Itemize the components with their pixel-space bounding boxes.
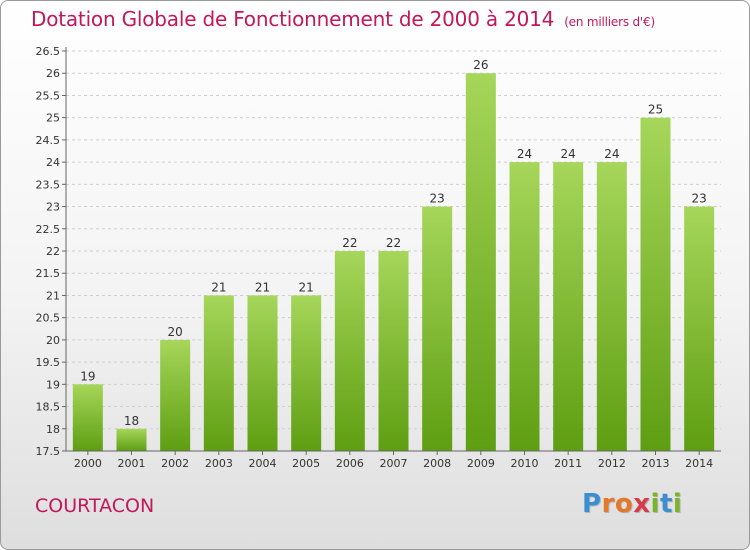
bar-2013 [640,117,671,452]
bar-value-label: 25 [648,103,663,117]
x-tick-label: 2004 [249,457,277,470]
bar-2000 [72,384,103,451]
y-tick-label: 23 [46,201,60,214]
y-tick-label: 26 [46,67,60,80]
y-tick-label: 21 [46,289,60,302]
bar-value-label: 21 [211,280,226,294]
bar-2001 [116,428,147,451]
bar-value-label: 19 [80,369,95,383]
logo-letter: x [633,489,651,519]
logo-letter: P [582,489,602,519]
x-tick-label: 2009 [467,457,495,470]
x-tick-label: 2000 [74,457,102,470]
bar-2012 [596,162,627,451]
bars [72,73,715,452]
x-tick-label: 2003 [205,457,233,470]
logo-letter: o [614,489,634,519]
logo-letter: i [672,489,683,519]
y-tick-label: 21.5 [36,267,61,280]
bar-value-label: 24 [604,147,619,161]
x-tick-label: 2007 [380,457,408,470]
y-tick-label: 18.5 [36,401,61,414]
y-tick-label: 18 [46,423,60,436]
bar-value-label: 26 [473,58,488,72]
bar-2003 [203,295,234,451]
bar-2007 [378,251,409,451]
x-tick-label: 2006 [336,457,364,470]
bar-2009 [465,73,496,451]
bar-value-label: 21 [299,280,314,294]
logo-letter: r [601,489,615,519]
bar-2004 [247,295,278,451]
bar-2011 [553,162,584,451]
bar-2005 [291,295,322,451]
x-tick-label: 2013 [642,457,670,470]
x-tick-label: 2005 [292,457,320,470]
y-tick-label: 17.5 [36,445,61,458]
y-tick-label: 19 [46,378,60,391]
chart-title-text: Dotation Globale de Fonctionnement de 20… [31,7,555,31]
y-tick-label: 22 [46,245,60,258]
x-tick-label: 2008 [423,457,451,470]
bar-2002 [160,339,191,451]
y-tick-label: 25 [46,112,60,125]
bar-value-label: 22 [386,236,401,250]
logo-letter: t [659,489,673,519]
y-tick-label: 25.5 [36,89,61,102]
logo-letter: i [650,489,660,519]
bar-value-label: 23 [692,192,707,206]
bar-2010 [509,162,540,451]
x-tick-label: 2002 [161,457,189,470]
x-tick-label: 2001 [118,457,146,470]
chart-title: Dotation Globale de Fonctionnement de 20… [31,7,655,31]
y-tick-label: 20 [46,334,60,347]
chart-unit: (en milliers d'€) [564,15,655,29]
y-tick-label: 22.5 [36,223,61,236]
bar-value-label: 20 [168,325,183,339]
bar-2014 [684,206,715,451]
bar-value-label: 18 [124,414,139,428]
bar-value-label: 24 [561,147,576,161]
bar-value-label: 21 [255,280,270,294]
bar-2006 [334,251,365,451]
y-tick-label: 24 [46,156,60,169]
y-tick-label: 26.5 [36,45,61,58]
y-tick-label: 23.5 [36,178,61,191]
y-tick-label: 19.5 [36,356,61,369]
proxiti-logo: Proxiti [582,489,682,519]
y-tick-label: 20.5 [36,312,61,325]
y-axis-ticks: 17.5 18 18.5 19 19.5 20 20.5 21 21.5 22 22.5 23 23.5… [36,45,66,458]
x-axis-ticks: 2000 2001 2002 2003 2004 2005 2006 2007 2008 2009… [74,451,713,470]
location-name: COURTACON [35,495,155,517]
x-tick-label: 2012 [598,457,626,470]
axes [65,47,721,452]
x-tick-label: 2011 [554,457,582,470]
x-tick-label: 2014 [685,457,713,470]
bar-value-labels: 19 18 20 21 21 21 22 22 23 26 24 24 24 25 23 [80,58,707,428]
bar-2008 [422,206,453,451]
bar-value-label: 23 [430,192,445,206]
y-tick-label: 24.5 [36,134,61,147]
bar-value-label: 22 [342,236,357,250]
bar-value-label: 24 [517,147,532,161]
x-tick-label: 2010 [511,457,539,470]
